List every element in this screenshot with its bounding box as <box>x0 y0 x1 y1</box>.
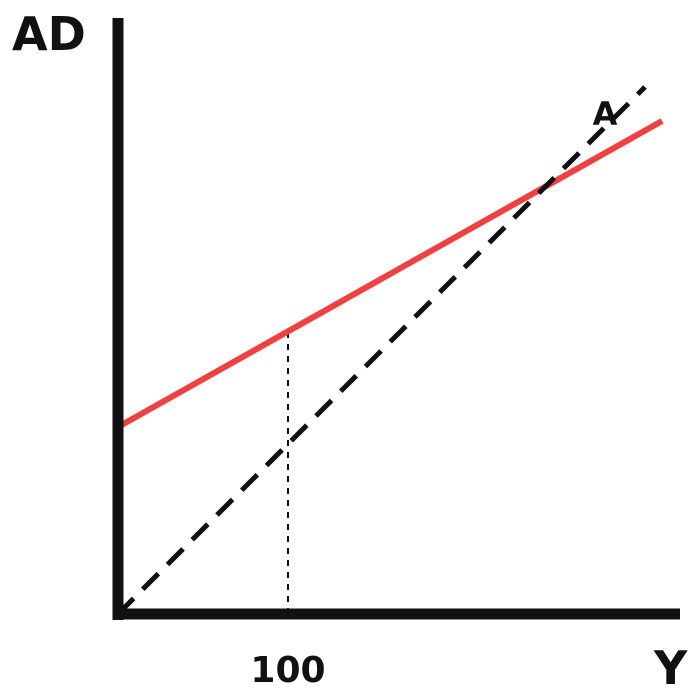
x-tick-label-0: 100 <box>250 650 325 688</box>
series-label-1: A <box>593 95 618 133</box>
y-axis-title: AD <box>12 7 86 61</box>
x-axis-title: Y <box>653 641 688 688</box>
series-line-0 <box>116 118 664 430</box>
plot-area: A 100 <box>112 18 680 688</box>
series-line-1 <box>116 85 647 616</box>
